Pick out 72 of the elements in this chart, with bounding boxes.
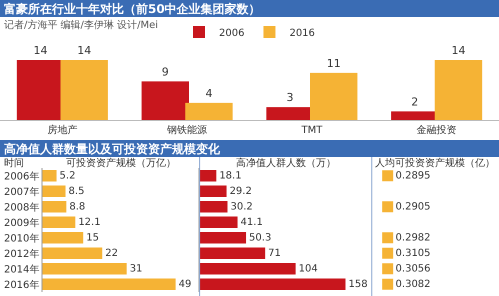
legend-label: 2016: [289, 28, 315, 39]
data-label: 0.2982: [396, 232, 431, 244]
bar: [200, 170, 216, 182]
bar: [60, 60, 108, 120]
bar: [42, 262, 127, 275]
x-tick-label: 房地产: [47, 124, 78, 136]
data-label: 31: [130, 263, 142, 274]
data-label: 30.2: [230, 201, 253, 212]
x-axis-title: 高净值人群人数（万）: [236, 157, 336, 169]
y-tick-label: 2012年: [4, 248, 40, 260]
data-label: 12.1: [78, 216, 101, 228]
data-label: 9: [162, 65, 169, 78]
x-axis-title: 可投资资产规模（万亿）: [66, 157, 176, 169]
bar: [42, 185, 66, 198]
data-label: 8.8: [69, 201, 86, 212]
legend-label: 2006: [219, 28, 244, 39]
bar: [200, 247, 266, 260]
data-label: 50.3: [249, 232, 272, 244]
data-label: 22: [105, 248, 118, 259]
data-label: 18.1: [219, 170, 242, 182]
y-tick-label: 2016年: [4, 278, 40, 291]
x-tick-label: 钢铁能源: [166, 124, 208, 136]
y-tick-label: 2014年: [4, 263, 40, 276]
data-label: 15: [86, 232, 99, 244]
data-label: 2: [411, 95, 418, 108]
bar: [200, 216, 238, 228]
bar: [142, 81, 189, 120]
chart-subtitle: 记者/方海平 编辑/李伊琳 设计/Mei: [4, 19, 158, 31]
data-label: 71: [268, 248, 281, 259]
data-label: 8.5: [68, 186, 84, 197]
y-tick-label: 2006年: [4, 170, 40, 182]
bar: [310, 72, 358, 120]
bar: [185, 102, 233, 120]
data-label: 14: [77, 44, 92, 57]
data-label: 14: [451, 44, 466, 57]
bar: [42, 247, 102, 260]
text: 人均可投资资产规模（亿）: [375, 157, 495, 169]
bar: [42, 200, 66, 213]
y-tick-label: 2010年: [4, 232, 40, 244]
chart-title: 富豪所在行业十年对比（前50中企业集团家数）: [4, 2, 261, 16]
x-tick-label: 金融投资: [416, 124, 457, 136]
data-label: 29.2: [230, 186, 252, 197]
x-tick-label: TMT: [300, 125, 324, 136]
bar: [200, 200, 228, 213]
y-tick-label: 2007年: [4, 186, 40, 198]
data-label: 158: [348, 278, 368, 290]
y-tick-label: 2008年: [4, 201, 40, 214]
bar: [42, 232, 84, 244]
y-axis-title: 时间: [4, 157, 24, 169]
bar: [42, 216, 76, 228]
data-label: 3: [286, 91, 294, 104]
data-label: 0.3056: [396, 263, 431, 274]
bar: [200, 262, 296, 275]
bar: [434, 60, 482, 120]
bar: [200, 278, 346, 290]
data-label: 0.2895: [396, 170, 431, 182]
bar: [200, 185, 227, 198]
chart-title: 高净值人群数量以及可投资资产规模变化: [4, 142, 221, 156]
data-label: 49: [178, 278, 192, 290]
data-label: 11: [326, 56, 341, 70]
data-label: 104: [298, 263, 318, 274]
data-label: 4: [205, 86, 212, 100]
bar: [42, 170, 57, 182]
bar: [42, 278, 176, 290]
data-label: 5.2: [60, 170, 76, 182]
data-label: 0.2905: [396, 201, 431, 212]
bar: [200, 232, 246, 244]
data-label: 0.3082: [396, 278, 431, 290]
data-label: 14: [34, 44, 48, 57]
y-tick-label: 2009年: [4, 216, 40, 229]
data-label: 0.3105: [396, 248, 431, 259]
data-label: 41.1: [240, 216, 263, 228]
